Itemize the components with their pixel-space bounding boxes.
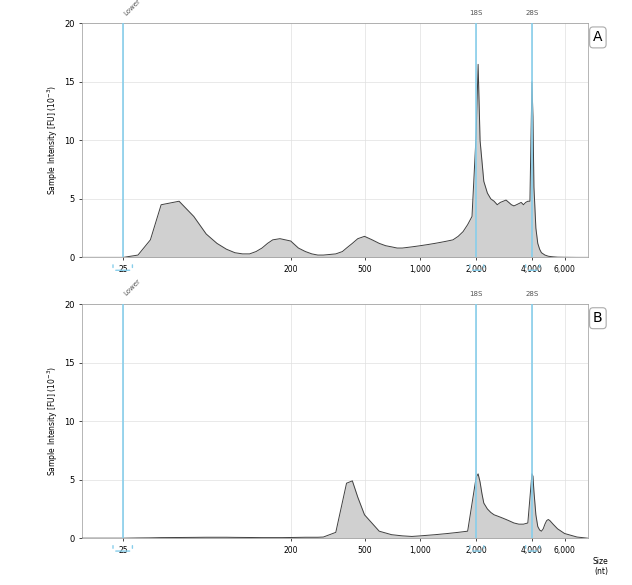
Text: 28S: 28S bbox=[525, 291, 538, 297]
Text: Lower: Lower bbox=[123, 0, 142, 16]
Y-axis label: Sample Intensity [FU] (10$^{-3}$): Sample Intensity [FU] (10$^{-3}$) bbox=[46, 85, 60, 195]
Text: 18S: 18S bbox=[470, 291, 483, 297]
Text: B: B bbox=[593, 311, 603, 325]
Text: A: A bbox=[593, 30, 603, 44]
Text: 18S: 18S bbox=[470, 11, 483, 16]
Text: 28S: 28S bbox=[525, 11, 538, 16]
X-axis label: Size
(nt): Size (nt) bbox=[592, 557, 608, 576]
Y-axis label: Sample Intensity [FU] (10$^{-3}$): Sample Intensity [FU] (10$^{-3}$) bbox=[46, 366, 60, 476]
Text: Lower: Lower bbox=[123, 278, 142, 297]
